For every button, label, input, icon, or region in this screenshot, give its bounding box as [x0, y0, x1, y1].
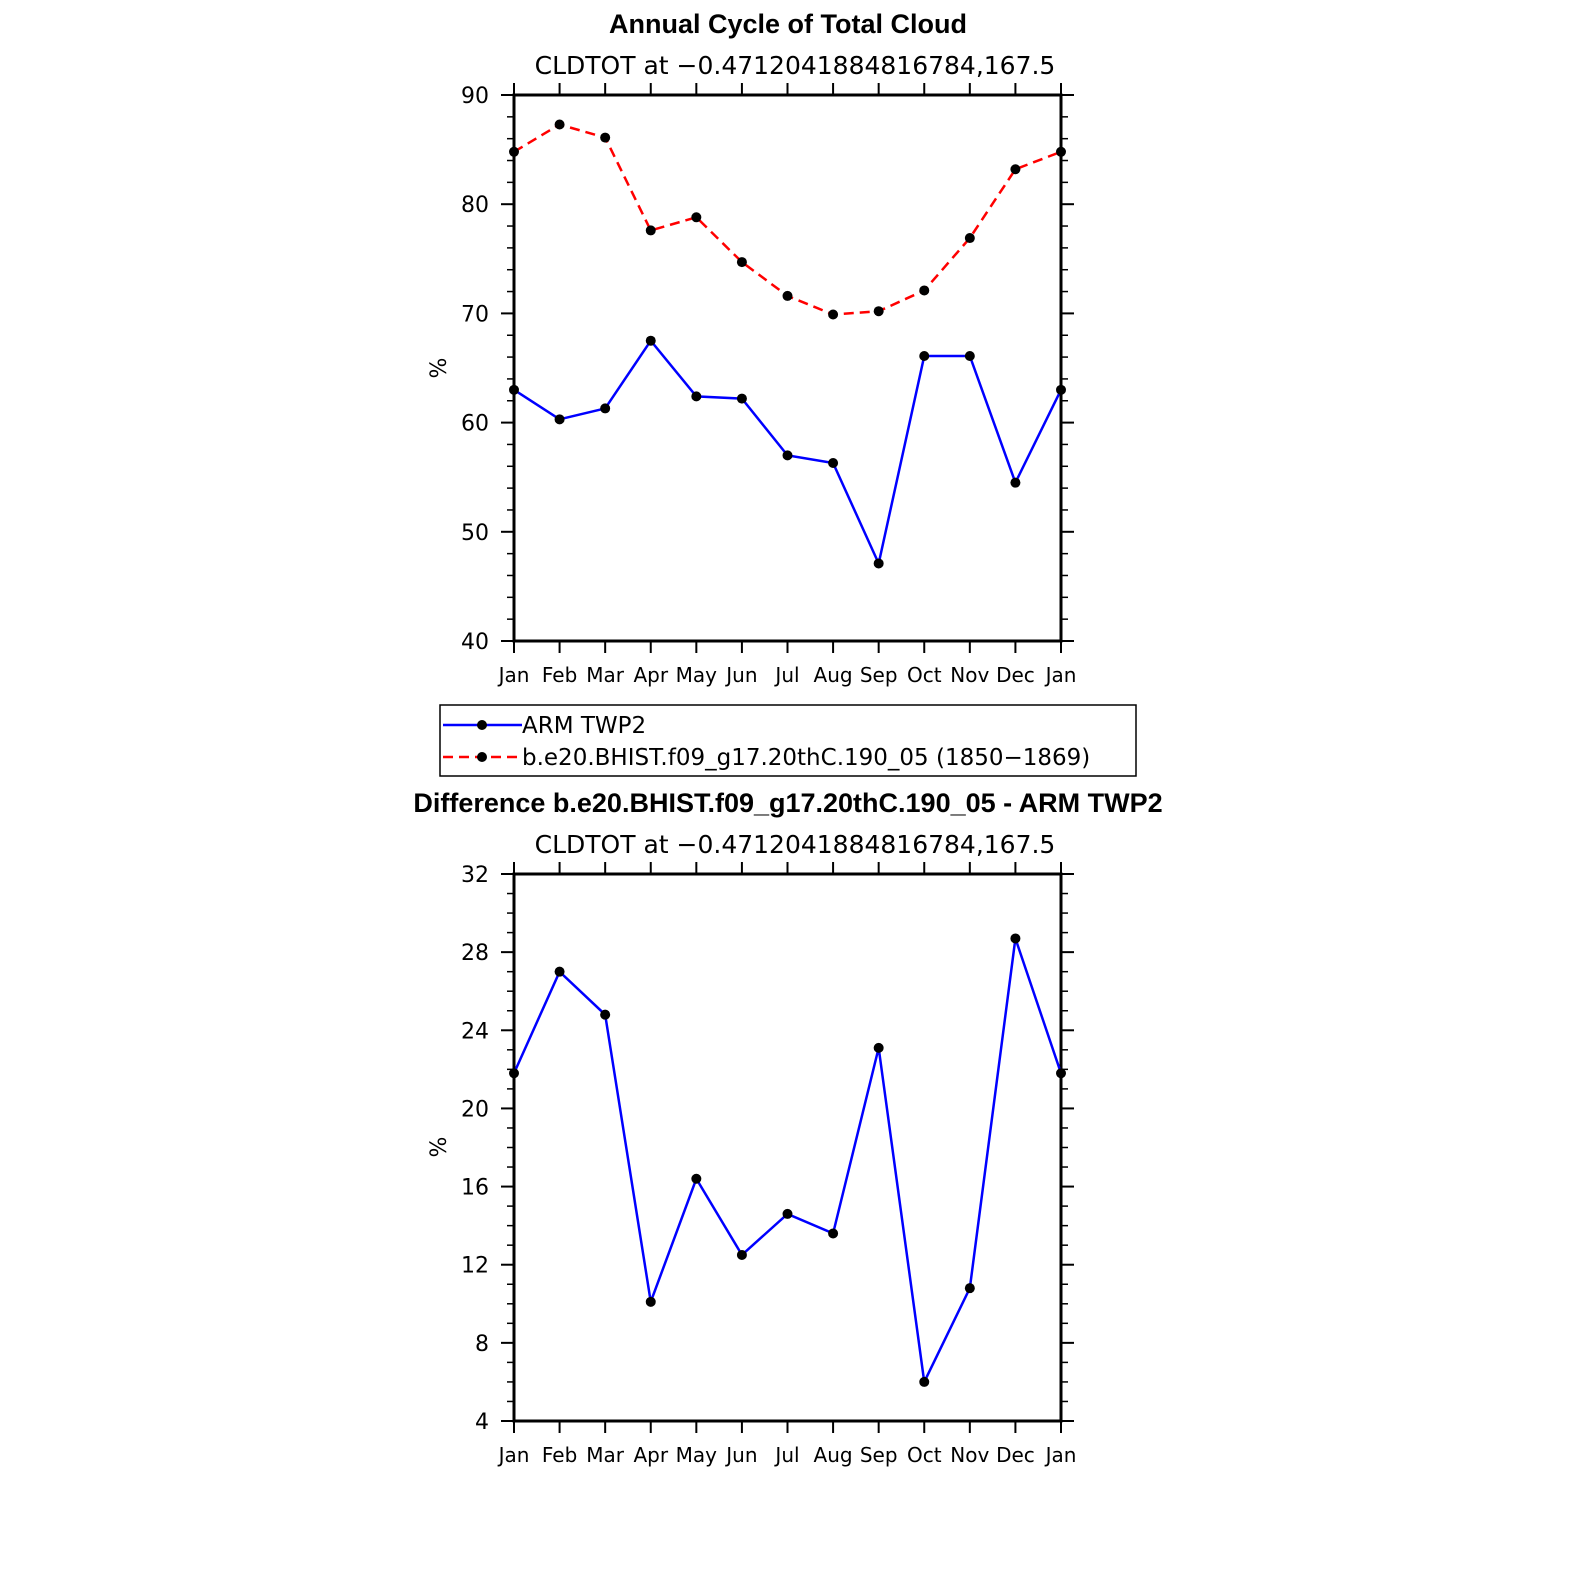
data-point	[1010, 164, 1021, 175]
data-point	[736, 393, 747, 404]
data-point	[600, 403, 611, 414]
x-tick-label: Nov	[950, 663, 989, 687]
data-point	[1010, 933, 1021, 944]
data-point	[554, 966, 565, 977]
data-point	[509, 146, 519, 157]
chart-2: Difference b.e20.BHIST.f09_g17.20thC.190…	[413, 788, 1162, 1467]
chart-title: Difference b.e20.BHIST.f09_g17.20thC.190…	[413, 788, 1162, 818]
data-point	[828, 309, 839, 320]
data-point	[600, 1009, 611, 1020]
y-tick-label: 90	[461, 84, 489, 109]
x-tick-label: Jul	[773, 1443, 799, 1467]
data-point	[919, 350, 930, 361]
data-point	[736, 257, 747, 268]
x-tick-label: May	[676, 663, 718, 687]
data-point	[964, 233, 975, 244]
data-point	[1056, 384, 1066, 395]
data-point	[691, 1173, 702, 1184]
chart-subtitle: CLDTOT at −0.4712041884816784,167.5	[535, 51, 1056, 80]
x-tick-label: Apr	[633, 663, 668, 687]
data-point	[1010, 477, 1021, 488]
legend: ARM TWP2 b.e20.BHIST.f09_g17.20thC.190_05…	[439, 704, 1137, 777]
legend-label-2: b.e20.BHIST.f09_g17.20thC.190_05 (1850−1…	[522, 745, 1090, 771]
y-tick-label: 24	[461, 1019, 489, 1044]
data-point	[509, 384, 519, 395]
data-point	[509, 1068, 519, 1079]
x-tick-label: Jan	[497, 1443, 530, 1467]
y-axis-label: %	[427, 1137, 452, 1158]
x-tick-label: Feb	[542, 1443, 577, 1467]
legend-label-1: ARM TWP2	[522, 713, 646, 739]
y-tick-label: 12	[461, 1254, 489, 1279]
x-tick-label: Aug	[814, 1443, 853, 1467]
legend-box	[439, 704, 1137, 777]
x-tick-label: Apr	[633, 1443, 668, 1467]
x-tick-label: Oct	[907, 663, 942, 687]
plot-frame	[512, 872, 1063, 1423]
chart-1: Annual Cycle of Total Cloud CLDTOT at −0.…	[427, 9, 1137, 777]
data-point	[1056, 1068, 1066, 1079]
y-tick-label: 8	[475, 1332, 489, 1357]
x-tick-label: Sep	[860, 1443, 898, 1467]
y-tick-label: 28	[461, 941, 489, 966]
series-line-2	[513, 123, 1062, 316]
data-point	[828, 458, 839, 469]
chart-subtitle: CLDTOT at −0.4712041884816784,167.5	[535, 830, 1056, 859]
data-point	[919, 1376, 930, 1387]
data-point	[782, 1208, 793, 1219]
x-tick-label: Feb	[542, 663, 577, 687]
data-point	[736, 1249, 747, 1260]
data-point	[828, 1228, 839, 1239]
x-tick-label: Dec	[996, 663, 1035, 687]
x-tick-label: Oct	[907, 1443, 942, 1467]
x-tick-label: Sep	[860, 663, 898, 687]
data-point	[782, 450, 793, 461]
x-tick-label: Nov	[950, 1443, 989, 1467]
y-tick-label: 80	[461, 193, 489, 218]
x-tick-label: Jun	[724, 1443, 757, 1467]
data-point	[554, 119, 565, 130]
series-line-1	[512, 938, 1063, 1387]
data-point	[645, 225, 656, 236]
y-tick-label: 16	[461, 1176, 489, 1201]
y-axis-label: %	[427, 358, 452, 379]
x-tick-label: Jan	[1044, 663, 1077, 687]
y-tick-label: 32	[461, 863, 489, 888]
data-point	[645, 335, 656, 346]
data-point	[873, 306, 884, 317]
x-tick-label: Jun	[724, 663, 757, 687]
data-point	[691, 391, 702, 402]
data-point	[873, 558, 884, 569]
y-tick-label: 70	[461, 302, 489, 327]
x-tick-label: Dec	[996, 1443, 1035, 1467]
y-tick-label: 50	[461, 521, 489, 546]
data-point	[554, 414, 565, 425]
y-tick-label: 60	[461, 412, 489, 437]
x-tick-label: Mar	[586, 663, 625, 687]
data-point	[1056, 146, 1066, 157]
y-tick-label: 20	[461, 1097, 489, 1122]
data-point	[964, 350, 975, 361]
x-tick-label: May	[676, 1443, 718, 1467]
data-point	[964, 1283, 975, 1294]
chart-title: Annual Cycle of Total Cloud	[609, 9, 967, 39]
data-point	[691, 212, 702, 223]
x-tick-label: Mar	[586, 1443, 625, 1467]
y-tick-label: 4	[475, 1410, 489, 1435]
data-point	[782, 290, 793, 301]
data-point	[600, 132, 611, 143]
y-tick-label: 40	[461, 630, 489, 655]
legend-marker	[477, 720, 487, 730]
data-point	[645, 1296, 656, 1307]
x-tick-label: Jul	[773, 663, 799, 687]
x-tick-label: Jan	[497, 663, 530, 687]
plot-frame	[512, 93, 1063, 643]
data-point	[919, 285, 930, 296]
legend-marker	[477, 752, 487, 762]
data-point	[873, 1042, 884, 1053]
x-tick-label: Jan	[1044, 1443, 1077, 1467]
x-tick-label: Aug	[814, 663, 853, 687]
